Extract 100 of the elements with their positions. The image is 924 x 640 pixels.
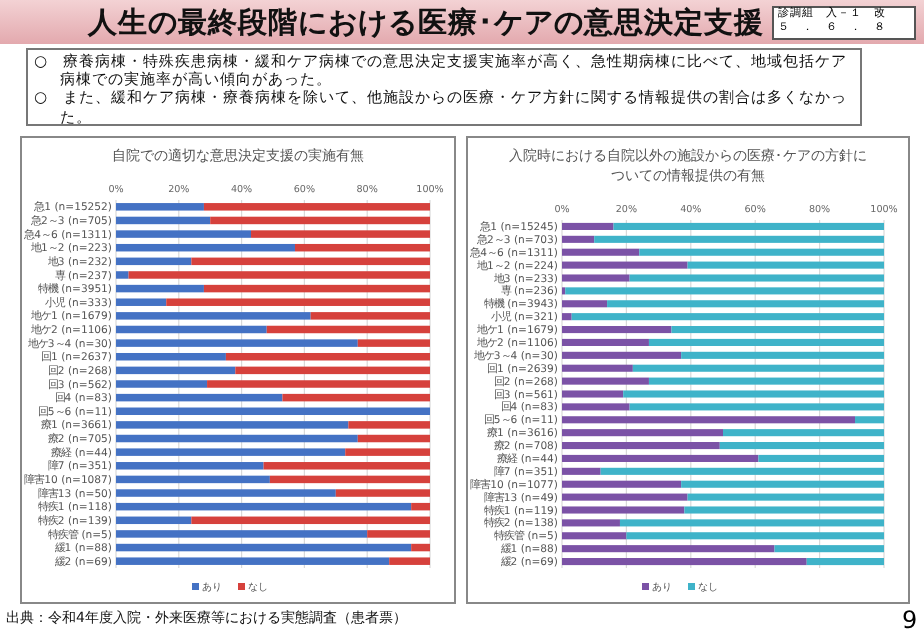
bar	[619, 519, 884, 527]
bar	[116, 352, 226, 361]
bar	[357, 434, 430, 443]
bar	[562, 454, 759, 462]
bar	[116, 557, 390, 565]
bar	[263, 462, 430, 470]
bar	[116, 475, 270, 484]
bar	[562, 364, 633, 372]
bar	[562, 506, 685, 514]
bar	[166, 298, 430, 306]
bar	[562, 493, 688, 501]
bar	[562, 429, 723, 437]
bar	[687, 493, 884, 501]
bar	[269, 475, 430, 484]
bar	[116, 434, 358, 443]
bar	[571, 313, 884, 321]
bar	[562, 467, 601, 475]
bar	[411, 502, 430, 511]
bar	[116, 543, 412, 552]
bar	[116, 243, 295, 252]
bar	[562, 480, 682, 488]
bar	[639, 248, 884, 256]
bar	[723, 429, 884, 437]
bar	[758, 454, 884, 462]
bar	[562, 274, 630, 282]
bar	[562, 558, 807, 566]
bar	[562, 390, 624, 398]
bar	[562, 222, 614, 230]
bar	[562, 351, 682, 359]
bar	[116, 462, 264, 470]
bar	[116, 298, 167, 306]
bar	[116, 203, 204, 211]
bar	[225, 352, 430, 361]
bar	[671, 326, 884, 334]
bar	[116, 393, 283, 402]
bar	[389, 557, 430, 565]
bar	[562, 377, 649, 385]
bar	[345, 448, 430, 456]
bar	[600, 467, 884, 475]
bar	[411, 543, 430, 552]
bar	[348, 421, 430, 429]
bar	[251, 230, 430, 238]
bar	[116, 516, 192, 525]
bar	[562, 442, 720, 450]
bar	[806, 558, 884, 566]
bar	[623, 390, 884, 398]
bar	[203, 284, 430, 293]
bar	[266, 325, 430, 334]
bar	[116, 366, 236, 375]
bar	[282, 393, 430, 402]
bar	[684, 506, 884, 514]
bar	[116, 530, 368, 538]
bar	[116, 284, 204, 293]
bar	[235, 366, 430, 375]
bar	[367, 530, 430, 538]
bar	[629, 274, 884, 282]
text: 9	[902, 606, 918, 634]
bar	[562, 416, 856, 424]
bar	[116, 502, 412, 511]
bar	[191, 516, 430, 525]
bar	[335, 489, 430, 497]
bar	[562, 261, 688, 269]
bar	[687, 261, 884, 269]
bar	[719, 442, 884, 450]
bar	[562, 403, 630, 411]
bar	[562, 248, 640, 256]
bar	[310, 312, 430, 320]
bar	[774, 545, 884, 553]
text: 人生の最終段階における医療･ケアの意思決定支援	[88, 5, 764, 42]
bar	[613, 222, 884, 230]
bar	[562, 545, 775, 553]
bar	[681, 351, 884, 359]
bar	[562, 313, 572, 321]
bar	[294, 243, 430, 252]
bar	[562, 532, 627, 540]
bar	[116, 339, 358, 347]
bar	[607, 300, 884, 308]
bar	[116, 325, 267, 334]
bar	[562, 300, 608, 308]
bar	[128, 271, 430, 279]
bar	[357, 339, 430, 347]
bar	[116, 380, 208, 388]
bar	[116, 257, 192, 266]
bar	[629, 403, 884, 411]
bar	[116, 489, 336, 497]
bar	[116, 407, 430, 416]
bar	[116, 448, 346, 456]
bar	[562, 338, 649, 346]
bar	[681, 480, 884, 488]
bar	[594, 235, 884, 243]
bar	[116, 421, 349, 429]
bar	[116, 312, 311, 320]
bar	[565, 287, 884, 295]
bar	[203, 203, 430, 211]
bar	[648, 338, 884, 346]
bar	[632, 364, 884, 372]
bar	[562, 326, 672, 334]
bar	[116, 271, 129, 279]
bar	[626, 532, 884, 540]
bar	[207, 380, 430, 388]
